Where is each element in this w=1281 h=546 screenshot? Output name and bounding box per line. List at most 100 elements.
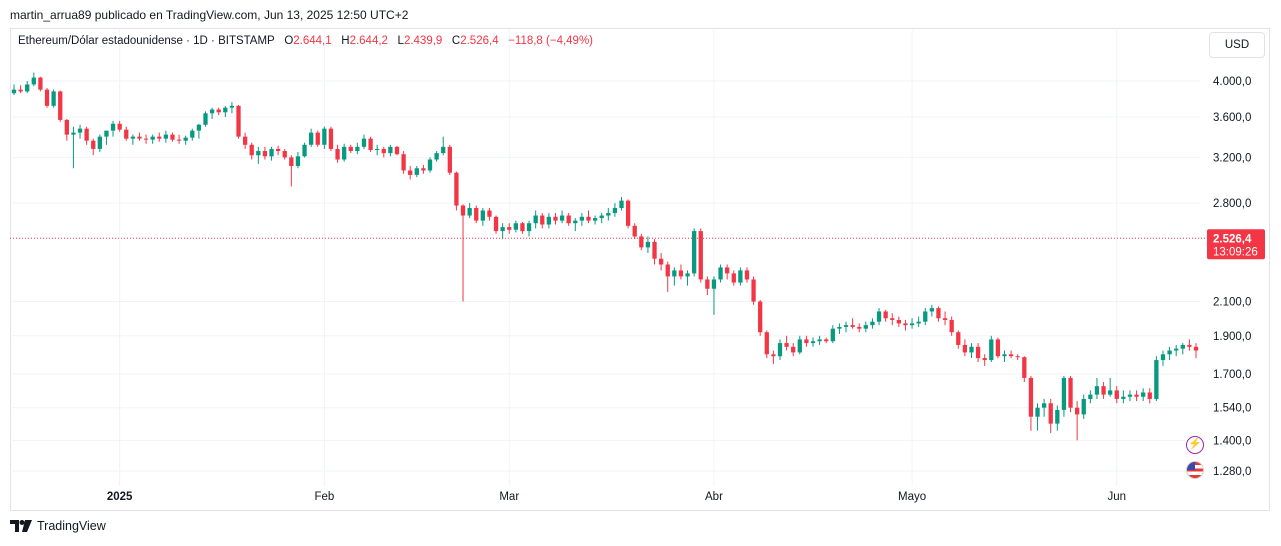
candle-body [1002, 354, 1007, 357]
y-tick-label: 1.400,0 [1213, 435, 1251, 447]
y-tick-label: 4.000,0 [1213, 76, 1251, 88]
y-tick-label: 1.280,0 [1213, 466, 1251, 478]
candle-body [1068, 377, 1073, 408]
candle-body [322, 128, 327, 145]
candle-body [777, 343, 783, 357]
candle-body [388, 146, 393, 154]
candle-body [533, 215, 538, 224]
candle-body [348, 146, 353, 152]
candle-body [282, 151, 287, 158]
candle-body [1127, 394, 1133, 397]
candle-body [612, 208, 618, 214]
symbol-title[interactable]: Ethereum/Dólar estadounidense · 1D · BIT… [18, 35, 275, 47]
candle-body [566, 215, 571, 224]
x-tick-label: 2025 [107, 491, 133, 503]
tradingview-brand[interactable]: TradingView [37, 519, 106, 533]
candle-body [295, 156, 301, 167]
low-label: L [397, 35, 404, 47]
candle-body [672, 270, 677, 277]
candle-body [771, 354, 776, 357]
candle-body [896, 319, 901, 324]
candle-body [903, 323, 908, 326]
x-tick-label: Jun [1107, 491, 1126, 503]
candle-body [1174, 348, 1179, 351]
candle-body [731, 273, 736, 283]
candle-body [1088, 394, 1093, 399]
candle-body [586, 216, 591, 221]
lightning-event-icon[interactable]: ⚡ [1186, 436, 1204, 454]
candle-body [315, 132, 320, 145]
candle-body [229, 105, 235, 108]
candle-body [1167, 350, 1172, 355]
candle-body [18, 89, 23, 92]
candle-body [256, 151, 261, 156]
candle-body [309, 132, 314, 145]
candle-body [1041, 403, 1047, 408]
candle-body [368, 138, 373, 150]
candle-body [956, 332, 961, 345]
candle-body [1141, 392, 1146, 397]
candle-body [685, 273, 690, 277]
candle-body [698, 231, 703, 280]
candle-body [401, 154, 406, 171]
candle-body [784, 343, 789, 347]
candle-body [830, 328, 835, 342]
y-tick-label: 3.200,0 [1213, 152, 1251, 164]
candle-body [361, 138, 367, 147]
candle-body [467, 208, 472, 216]
change-value: −118,8 (−4,49%) [508, 35, 594, 47]
candle-body [104, 130, 109, 137]
candle-body [196, 124, 202, 131]
candle-body [157, 136, 162, 139]
candle-body [962, 344, 968, 353]
y-tick-label: 1.700,0 [1213, 369, 1251, 381]
candle-body [1187, 344, 1192, 347]
candle-body [936, 308, 941, 319]
candle-body [751, 279, 756, 302]
candle-body [117, 123, 122, 130]
candle-body [718, 267, 723, 280]
candle-body [1121, 396, 1126, 399]
candle-body [863, 325, 868, 329]
candle-body [77, 128, 83, 133]
us-flag-event-icon[interactable] [1186, 461, 1204, 479]
candle-body [51, 91, 56, 106]
candle-body [124, 129, 129, 139]
candle-body [989, 339, 994, 361]
candle-body [302, 144, 307, 157]
candle-body [58, 91, 63, 120]
candle-body [414, 168, 419, 175]
candle-body [408, 170, 413, 175]
candle-body [909, 323, 915, 326]
candle-body [342, 146, 347, 160]
candle-body [632, 225, 637, 237]
candle-body [1101, 386, 1106, 395]
candle-body [876, 311, 882, 322]
candle-body [883, 311, 888, 319]
publish-info: publicado en TradingView.com, Jun 13, 20… [94, 8, 409, 22]
author-name[interactable]: martin_arrua89 [10, 8, 92, 22]
candle-body [97, 136, 102, 149]
publish-header: martin_arrua89 publicado en TradingView.… [10, 8, 408, 22]
candle-body [460, 205, 466, 216]
currency-button[interactable]: USD [1209, 32, 1265, 58]
candle-body [817, 339, 822, 342]
candle-body [84, 128, 89, 141]
candle-body [645, 241, 651, 248]
candle-body [183, 137, 188, 141]
candle-body [493, 216, 499, 232]
candle-body [447, 146, 452, 173]
candle-body [843, 325, 849, 327]
candle-body [625, 200, 631, 226]
candle-body [540, 215, 545, 225]
candle-body [1015, 356, 1020, 358]
candle-body [599, 215, 604, 219]
candle-body [375, 148, 380, 150]
tradingview-logo-icon[interactable] [10, 520, 32, 532]
candle-body [1114, 390, 1119, 399]
candle-body [738, 270, 743, 283]
candle-body [870, 321, 875, 326]
candle-body [11, 89, 17, 94]
candle-body [44, 89, 50, 106]
